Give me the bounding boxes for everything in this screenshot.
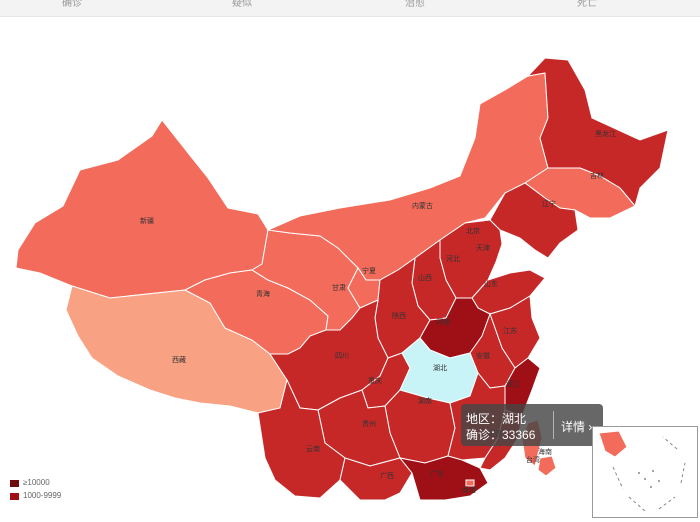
inset-svg: [598, 430, 686, 512]
label-qinghai: 青海: [256, 289, 270, 298]
tooltip-divider: [553, 411, 554, 439]
province-guangxi[interactable]: [339, 457, 413, 500]
label-hainan: 海南: [538, 447, 552, 456]
label-shandong: 山东: [484, 279, 498, 288]
label-taiwan: 台湾: [526, 455, 540, 464]
inset-land: [598, 430, 628, 458]
label-guizhou: 贵州: [362, 419, 376, 428]
inset-island: [650, 486, 652, 488]
legend-swatch: [10, 493, 19, 500]
inset-dashed-line: [612, 436, 686, 512]
label-inner-mongolia: 内蒙古: [412, 201, 433, 210]
tooltip-detail-link[interactable]: 详情 ›: [561, 420, 593, 434]
label-anhui: 安徽: [476, 351, 490, 360]
stat-label: 疑似: [232, 0, 252, 9]
inset-island: [638, 472, 640, 474]
label-henan: 河南: [436, 317, 450, 326]
inset-island: [658, 480, 660, 482]
label-jilin: 吉林: [590, 171, 604, 180]
province-guangdong[interactable]: [398, 455, 489, 500]
province-heilongjiang[interactable]: [526, 57, 669, 208]
stat-deaths: 死亡: [577, 0, 597, 9]
legend-label: ≥10000: [23, 478, 50, 487]
stat-cured: 治愈: [405, 0, 425, 9]
inset-island: [652, 470, 654, 472]
stat-label: 确诊: [62, 0, 82, 9]
label-tibet: 西藏: [172, 355, 186, 364]
tooltip-region: 地区：湖北: [466, 412, 527, 426]
label-liaoning: 辽宁: [542, 199, 556, 208]
label-tianjin: 天津: [476, 244, 490, 252]
china-map: 新疆 西藏 青海 甘肃 内蒙古 宁夏 黑龙江 吉林 辽宁 北京 天津 河北 山西…: [0, 18, 700, 518]
label-heilongjiang: 黑龙江: [595, 129, 616, 138]
province-hongkong[interactable]: [465, 479, 475, 487]
province-hainan[interactable]: [537, 455, 557, 477]
region-tooltip: 地区：湖北 确诊：33366 详情 ›: [461, 404, 603, 446]
label-shanxi: 山西: [418, 273, 432, 282]
label-hubei: 湖北: [433, 363, 447, 372]
stat-confirmed: 确诊: [62, 0, 82, 9]
south-china-sea-inset: [592, 426, 698, 518]
inset-island: [644, 478, 646, 480]
stat-label: 治愈: [405, 0, 425, 9]
legend-swatch: [10, 480, 19, 487]
stat-label: 死亡: [577, 0, 597, 9]
stats-bar: 确诊 疑似 治愈 死亡: [0, 0, 700, 17]
label-guangdong: 广东: [430, 469, 444, 478]
province-xinjiang[interactable]: [15, 119, 269, 299]
label-shaanxi: 陕西: [392, 311, 406, 320]
label-sichuan: 四川: [335, 352, 349, 360]
legend-label: 1000-9999: [23, 491, 62, 500]
map-svg: 新疆 西藏 青海 甘肃 内蒙古 宁夏 黑龙江 吉林 辽宁 北京 天津 河北 山西…: [15, 57, 669, 500]
label-gansu: 甘肃: [332, 283, 346, 292]
label-hebei: 河北: [446, 255, 460, 263]
label-chongqing: 重庆: [368, 376, 382, 385]
label-ningxia: 宁夏: [362, 266, 376, 275]
label-xinjiang: 新疆: [140, 216, 154, 225]
label-hunan: 湖南: [418, 396, 432, 405]
label-beijing: 北京: [466, 226, 480, 235]
label-jiangsu: 江苏: [503, 326, 517, 335]
tooltip-confirmed: 确诊：33366: [466, 428, 536, 442]
stat-suspected: 疑似: [232, 0, 252, 9]
label-yunnan: 云南: [306, 444, 320, 453]
label-hongkong: 香港: [462, 485, 476, 494]
label-zhejiang: 浙江: [506, 379, 520, 388]
label-guangxi: 广西: [380, 471, 394, 480]
